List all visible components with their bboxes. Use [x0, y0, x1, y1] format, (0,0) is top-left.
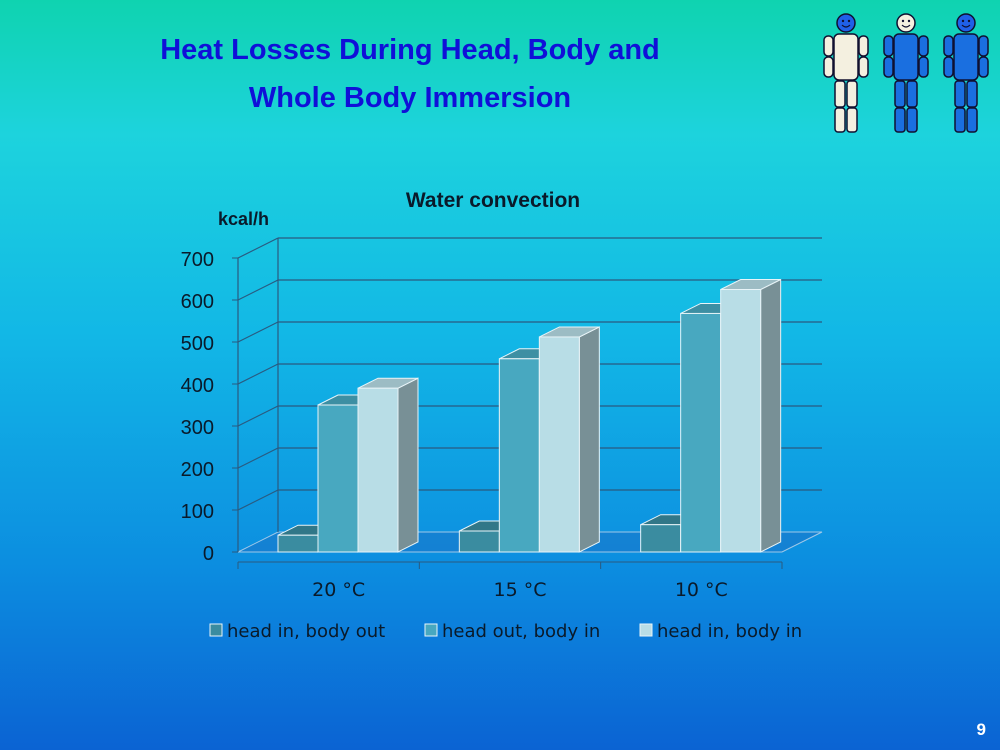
person-figure	[883, 13, 929, 133]
legend-label: head in, body in	[657, 621, 802, 642]
y-axis-ticks: 0 100 200 300 400 500 600 700	[181, 238, 782, 565]
x-axis-ticks: 20 °C 15 °C 10 °C	[237, 562, 783, 601]
bar-front	[458, 530, 500, 553]
y-tick-label: 500	[181, 333, 214, 355]
y-tick-label: 300	[181, 417, 214, 439]
x-tick-label: 15 °C	[494, 579, 547, 601]
human-figures-illustration	[823, 13, 989, 133]
bar	[720, 278, 782, 553]
legend-item: head in, body in	[639, 621, 802, 642]
y-tick-label: 600	[181, 291, 214, 313]
bar-front	[538, 336, 580, 553]
bar-side	[578, 326, 600, 553]
y-tick-label: 0	[203, 543, 214, 565]
y-tick-label: 400	[181, 375, 214, 397]
legend-label: head out, body in	[442, 621, 600, 642]
legend-swatch	[209, 623, 223, 637]
legend-swatch	[424, 623, 438, 637]
y-tick-label: 700	[181, 249, 214, 271]
legend: head in, body out head out, body in head i…	[209, 621, 802, 642]
bar-front	[680, 312, 722, 553]
title-line-2: Whole Body Immersion	[248, 82, 572, 114]
bar-front	[640, 524, 682, 553]
bar-front	[357, 387, 399, 553]
bar-side	[397, 377, 419, 553]
legend-swatch	[639, 623, 653, 637]
slide-title: Heat Losses During Head, Body and Whole …	[95, 26, 725, 122]
legend-item: head out, body in	[424, 621, 600, 642]
side-gridline	[237, 279, 279, 301]
page-number: 9	[976, 720, 986, 739]
side-gridline	[237, 363, 279, 385]
side-gridline	[237, 405, 279, 427]
legend-label: head in, body out	[227, 621, 385, 642]
title-line-1: Heat Losses During Head, Body and	[160, 34, 660, 66]
x-tick-label: 20 °C	[312, 579, 365, 601]
bar-side	[760, 278, 782, 553]
y-axis-label: kcal/h	[218, 209, 269, 229]
y-tick-label: 100	[181, 501, 214, 523]
bar-front	[720, 289, 762, 553]
side-gridline	[237, 237, 279, 259]
side-gridline	[237, 489, 279, 511]
x-tick-label: 10 °C	[675, 579, 728, 601]
legend-item: head in, body out	[209, 621, 385, 642]
bar	[357, 377, 419, 553]
bar-front	[277, 534, 319, 553]
bar	[538, 326, 600, 553]
y-tick-label: 200	[181, 459, 214, 481]
side-gridline	[237, 321, 279, 343]
bar-front	[317, 404, 359, 553]
bar-front	[498, 358, 540, 553]
person-figure	[943, 13, 989, 133]
side-gridline	[237, 447, 279, 469]
chart-title: Water convection	[406, 189, 580, 212]
bars	[277, 278, 782, 553]
person-figure	[823, 13, 869, 133]
